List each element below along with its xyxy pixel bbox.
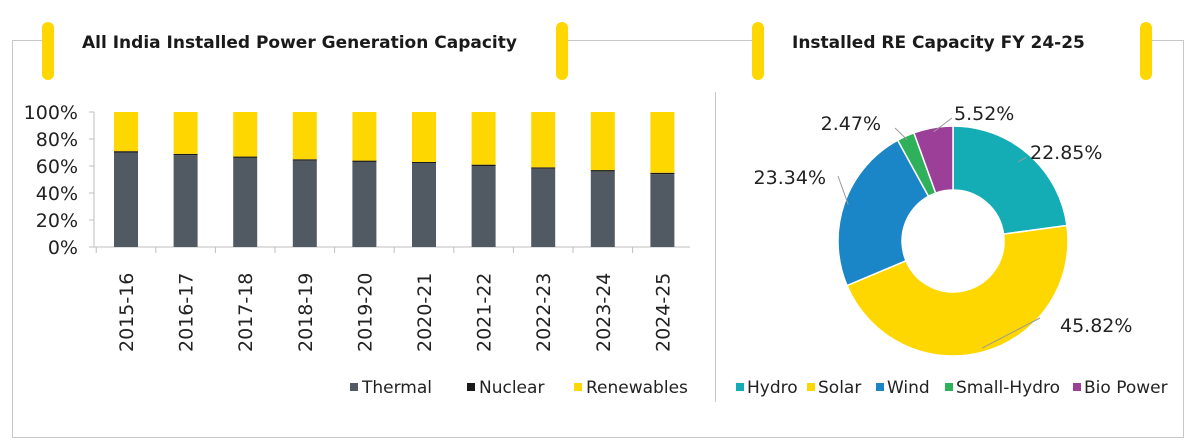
x-category-label: 2019-20 — [354, 273, 376, 352]
legend-thermal-label: Thermal — [361, 378, 432, 398]
bar-nuclear-2021-22 — [471, 164, 496, 166]
title-accent-left — [42, 22, 54, 80]
x-category-label: 2021-22 — [474, 273, 496, 352]
donut-slice-bio-power — [912, 125, 954, 194]
left-chart-title-card: All India Installed Power Generation Cap… — [42, 14, 568, 80]
bar-thermal-2015-16 — [114, 152, 138, 247]
bar-thermal-2020-21 — [412, 163, 436, 247]
x-category-label: 2018-19 — [295, 273, 317, 352]
donut-leader-line — [837, 175, 849, 205]
legend-solar-label: Solar — [818, 378, 861, 398]
bar-thermal-2018-19 — [292, 160, 317, 247]
legend-wind-swatch — [876, 383, 884, 391]
title-accent-right — [1140, 22, 1152, 80]
bar-thermal-2021-22 — [471, 166, 496, 247]
bar-renewables-2020-21 — [412, 112, 436, 162]
title-accent-left — [752, 22, 764, 80]
bar-thermal-2024-25 — [650, 174, 675, 247]
right-chart-title-card: Installed RE Capacity FY 24-25 — [752, 14, 1152, 80]
bar-renewables-2018-19 — [292, 112, 317, 160]
x-category-label: 2022-23 — [533, 273, 555, 352]
donut-data-label: 23.34% — [754, 167, 826, 189]
right-chart-title: Installed RE Capacity FY 24-25 — [792, 33, 1085, 53]
left-chart-title: All India Installed Power Generation Cap… — [82, 33, 517, 53]
donut-data-label: 22.85% — [1030, 142, 1102, 164]
donut-leader-line — [933, 117, 953, 133]
bar-renewables-2023-24 — [590, 112, 615, 171]
bar-renewables-2021-22 — [471, 112, 496, 165]
bar-thermal-2016-17 — [173, 155, 198, 247]
bar-nuclear-2023-24 — [590, 170, 615, 172]
x-category-label: 2020-21 — [414, 273, 436, 352]
donut-slice-solar — [845, 224, 1069, 357]
legend-bio-power-label: Bio Power — [1084, 378, 1168, 398]
bar-renewables-2016-17 — [173, 112, 198, 154]
bar-nuclear-2018-19 — [292, 159, 317, 161]
legend-hydro-label: Hydro — [747, 378, 798, 398]
bar-thermal-2019-20 — [352, 161, 377, 247]
y-tick-label: 0% — [48, 237, 78, 259]
donut-data-label: 2.47% — [821, 113, 881, 135]
donut-slice-hydro — [952, 125, 1068, 235]
legend-renewables-label: Renewables — [586, 378, 688, 398]
legend-solar-swatch — [807, 383, 815, 391]
y-tick-label: 100% — [24, 102, 78, 124]
bar-nuclear-2016-17 — [173, 153, 198, 156]
chart-frame — [12, 40, 1184, 438]
bar-thermal-2022-23 — [531, 168, 556, 247]
legend-renewables-swatch — [574, 383, 582, 391]
y-tick-label: 40% — [36, 183, 78, 205]
bar-nuclear-2015-16 — [114, 151, 138, 153]
bar-nuclear-2017-18 — [233, 156, 258, 158]
donut-leader-line — [981, 317, 1041, 349]
x-category-label: 2023-24 — [593, 273, 615, 352]
bar-renewables-2024-25 — [650, 112, 675, 173]
panel-divider — [715, 92, 716, 402]
donut-data-label: 45.82% — [1060, 315, 1132, 337]
legend-small-hydro-swatch — [945, 383, 953, 391]
legend-thermal-swatch — [350, 383, 358, 391]
bar-thermal-2017-18 — [233, 157, 258, 247]
x-category-label: 2016-17 — [176, 273, 198, 352]
title-accent-right — [556, 22, 568, 80]
donut-leader-line — [1017, 156, 1027, 163]
bar-nuclear-2019-20 — [352, 160, 377, 162]
bar-renewables-2019-20 — [352, 112, 377, 161]
legend-nuclear-label: Nuclear — [479, 378, 544, 398]
y-tick-label: 20% — [36, 210, 78, 232]
bar-renewables-2015-16 — [114, 112, 138, 152]
x-category-label: 2015-16 — [116, 273, 138, 352]
bar-renewables-2022-23 — [531, 112, 556, 168]
x-category-label: 2017-18 — [235, 273, 257, 352]
bar-renewables-2017-18 — [233, 112, 258, 157]
donut-slice-wind — [837, 139, 930, 287]
bar-nuclear-2024-25 — [650, 172, 675, 175]
bar-nuclear-2022-23 — [531, 167, 556, 169]
bar-thermal-2023-24 — [590, 171, 615, 247]
donut-data-label: 5.52% — [954, 103, 1014, 125]
x-category-label: 2024-25 — [652, 273, 674, 352]
legend-wind-label: Wind — [887, 378, 930, 398]
y-tick-label: 60% — [36, 156, 78, 178]
donut-leader-line — [894, 127, 908, 141]
legend-small-hydro-label: Small-Hydro — [956, 378, 1060, 398]
legend-nuclear-swatch — [467, 383, 475, 391]
legend-bio-power-swatch — [1073, 383, 1081, 391]
bar-nuclear-2020-21 — [412, 161, 436, 164]
y-tick-label: 80% — [36, 129, 78, 151]
legend-hydro-swatch — [736, 383, 744, 391]
